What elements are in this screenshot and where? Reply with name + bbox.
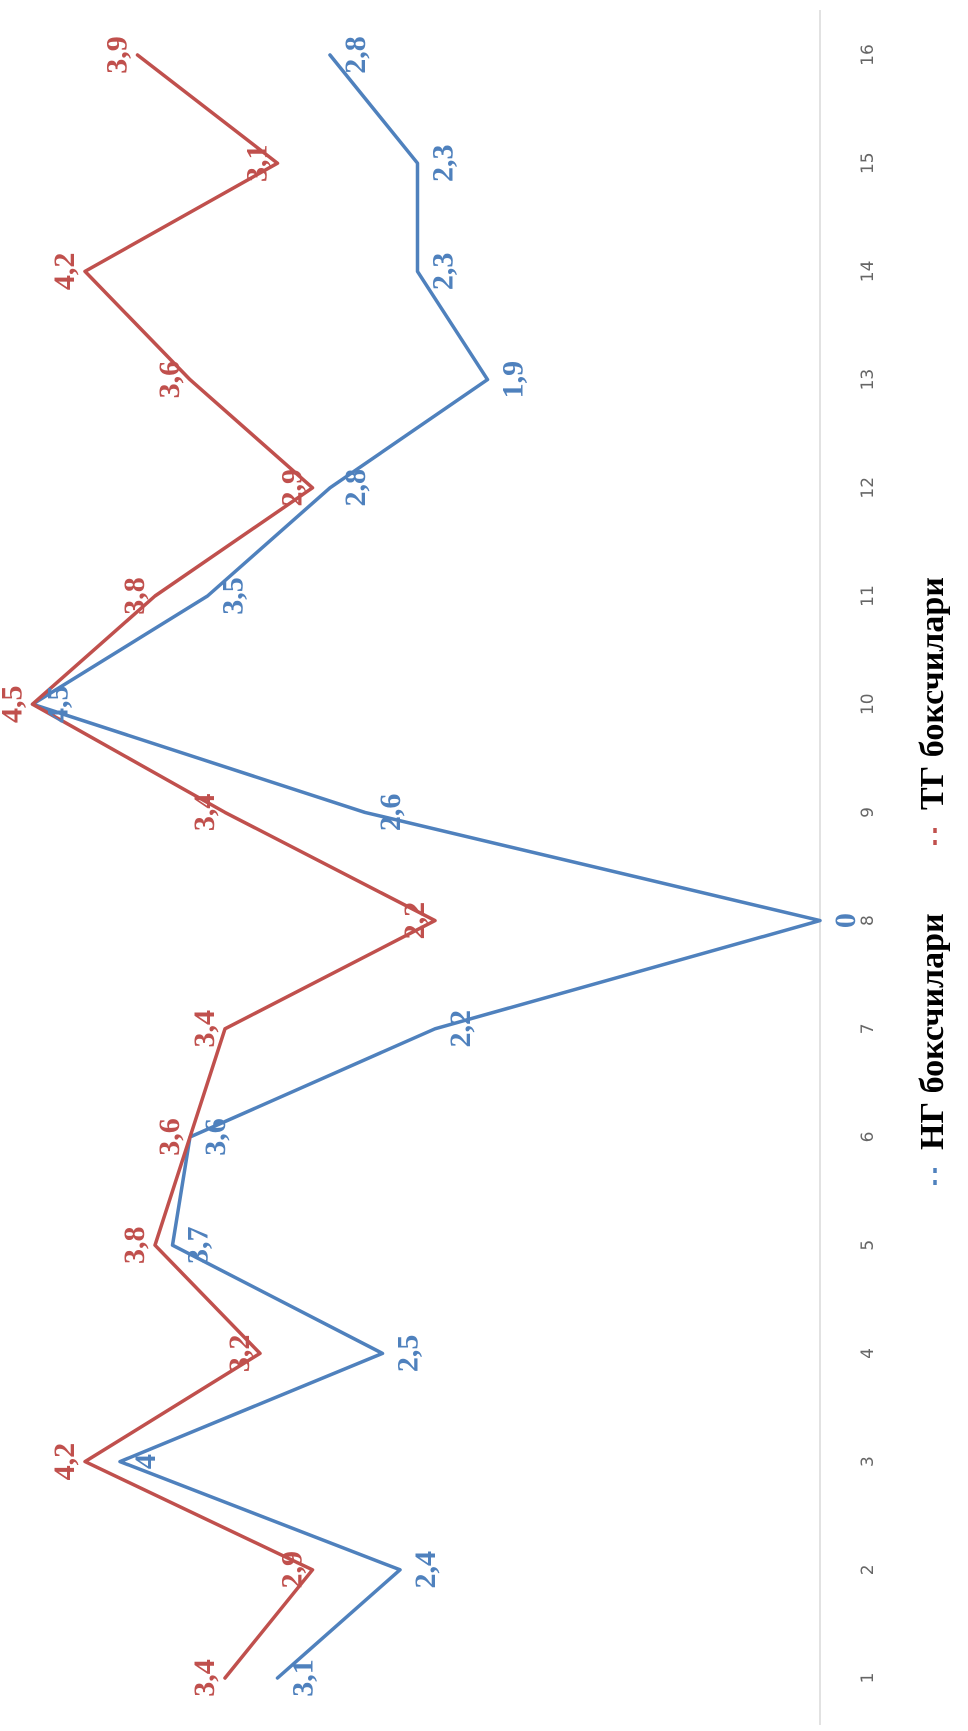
data-label: 2,3 [426, 253, 459, 291]
series-line-1 [30, 53, 822, 1680]
x-tick-label: 3 [858, 1456, 878, 1467]
data-label: 4,5 [0, 685, 28, 723]
data-label: 3,1 [286, 1659, 319, 1697]
x-tick-label: 2 [858, 1564, 878, 1575]
data-label: 1,9 [496, 361, 529, 399]
data-label: 2,4 [409, 1551, 442, 1589]
x-tick-label: 1 [858, 1673, 878, 1684]
x-tick-label: 9 [858, 807, 878, 818]
series-line-2 [30, 53, 437, 1680]
data-label: 0 [829, 913, 862, 928]
legend-label-1: НГ боксчилари [914, 913, 951, 1150]
x-tick-label: 11 [858, 585, 878, 607]
data-label: 2,5 [391, 1335, 424, 1373]
legend-label-2: ТГ боксчилари [914, 577, 951, 810]
data-label: 3,8 [118, 1226, 151, 1264]
data-label: 3,5 [216, 577, 249, 615]
x-tick-label: 6 [858, 1132, 878, 1143]
x-tick-label: 4 [858, 1348, 878, 1359]
data-label: 2,6 [374, 794, 407, 832]
data-label: 3,1 [240, 144, 273, 182]
x-tick-label: 10 [858, 693, 878, 715]
data-label: 2,8 [339, 36, 372, 74]
data-label: 2,2 [398, 902, 431, 940]
data-label: 3,4 [188, 794, 221, 832]
x-tick-label: 5 [858, 1240, 878, 1251]
x-tick-label: 7 [858, 1023, 878, 1034]
x-tick-label: 16 [858, 44, 878, 66]
data-label: 3,7 [181, 1226, 214, 1264]
data-label: 3,8 [118, 577, 151, 615]
data-label: 4,2 [48, 1443, 81, 1481]
data-label: 3,6 [153, 1118, 186, 1156]
data-label: 2,9 [275, 1551, 308, 1589]
data-label: 4,2 [48, 253, 81, 291]
data-label: 2,3 [426, 144, 459, 182]
x-tick-label: 15 [858, 152, 878, 174]
data-label: 2,8 [339, 469, 372, 507]
legend: НГ боксчилари ТГ боксчилари [914, 577, 951, 1185]
x-tick-label: 14 [858, 261, 878, 283]
data-label: 3,4 [188, 1659, 221, 1697]
data-label: 3,4 [188, 1010, 221, 1048]
data-labels: 3,1 2,4 4 2,5 3,7 3,6 2,2 0 2,6 4,5 3,5 2,8 1,9 2,3 2,… [0, 36, 862, 1697]
data-label: 3,9 [100, 36, 133, 74]
x-tick-label: 13 [858, 369, 878, 391]
series-lines [30, 53, 822, 1680]
x-tick-label: 12 [858, 477, 878, 499]
data-label: 3,6 [153, 361, 186, 399]
x-tick-label: 8 [858, 915, 878, 926]
data-label: 4 [129, 1454, 162, 1469]
data-label: 4,5 [41, 685, 74, 723]
data-label: 3,6 [199, 1118, 232, 1156]
data-label: 2,9 [275, 469, 308, 507]
data-label: 2,2 [444, 1010, 477, 1048]
data-label: 3,2 [223, 1335, 256, 1373]
